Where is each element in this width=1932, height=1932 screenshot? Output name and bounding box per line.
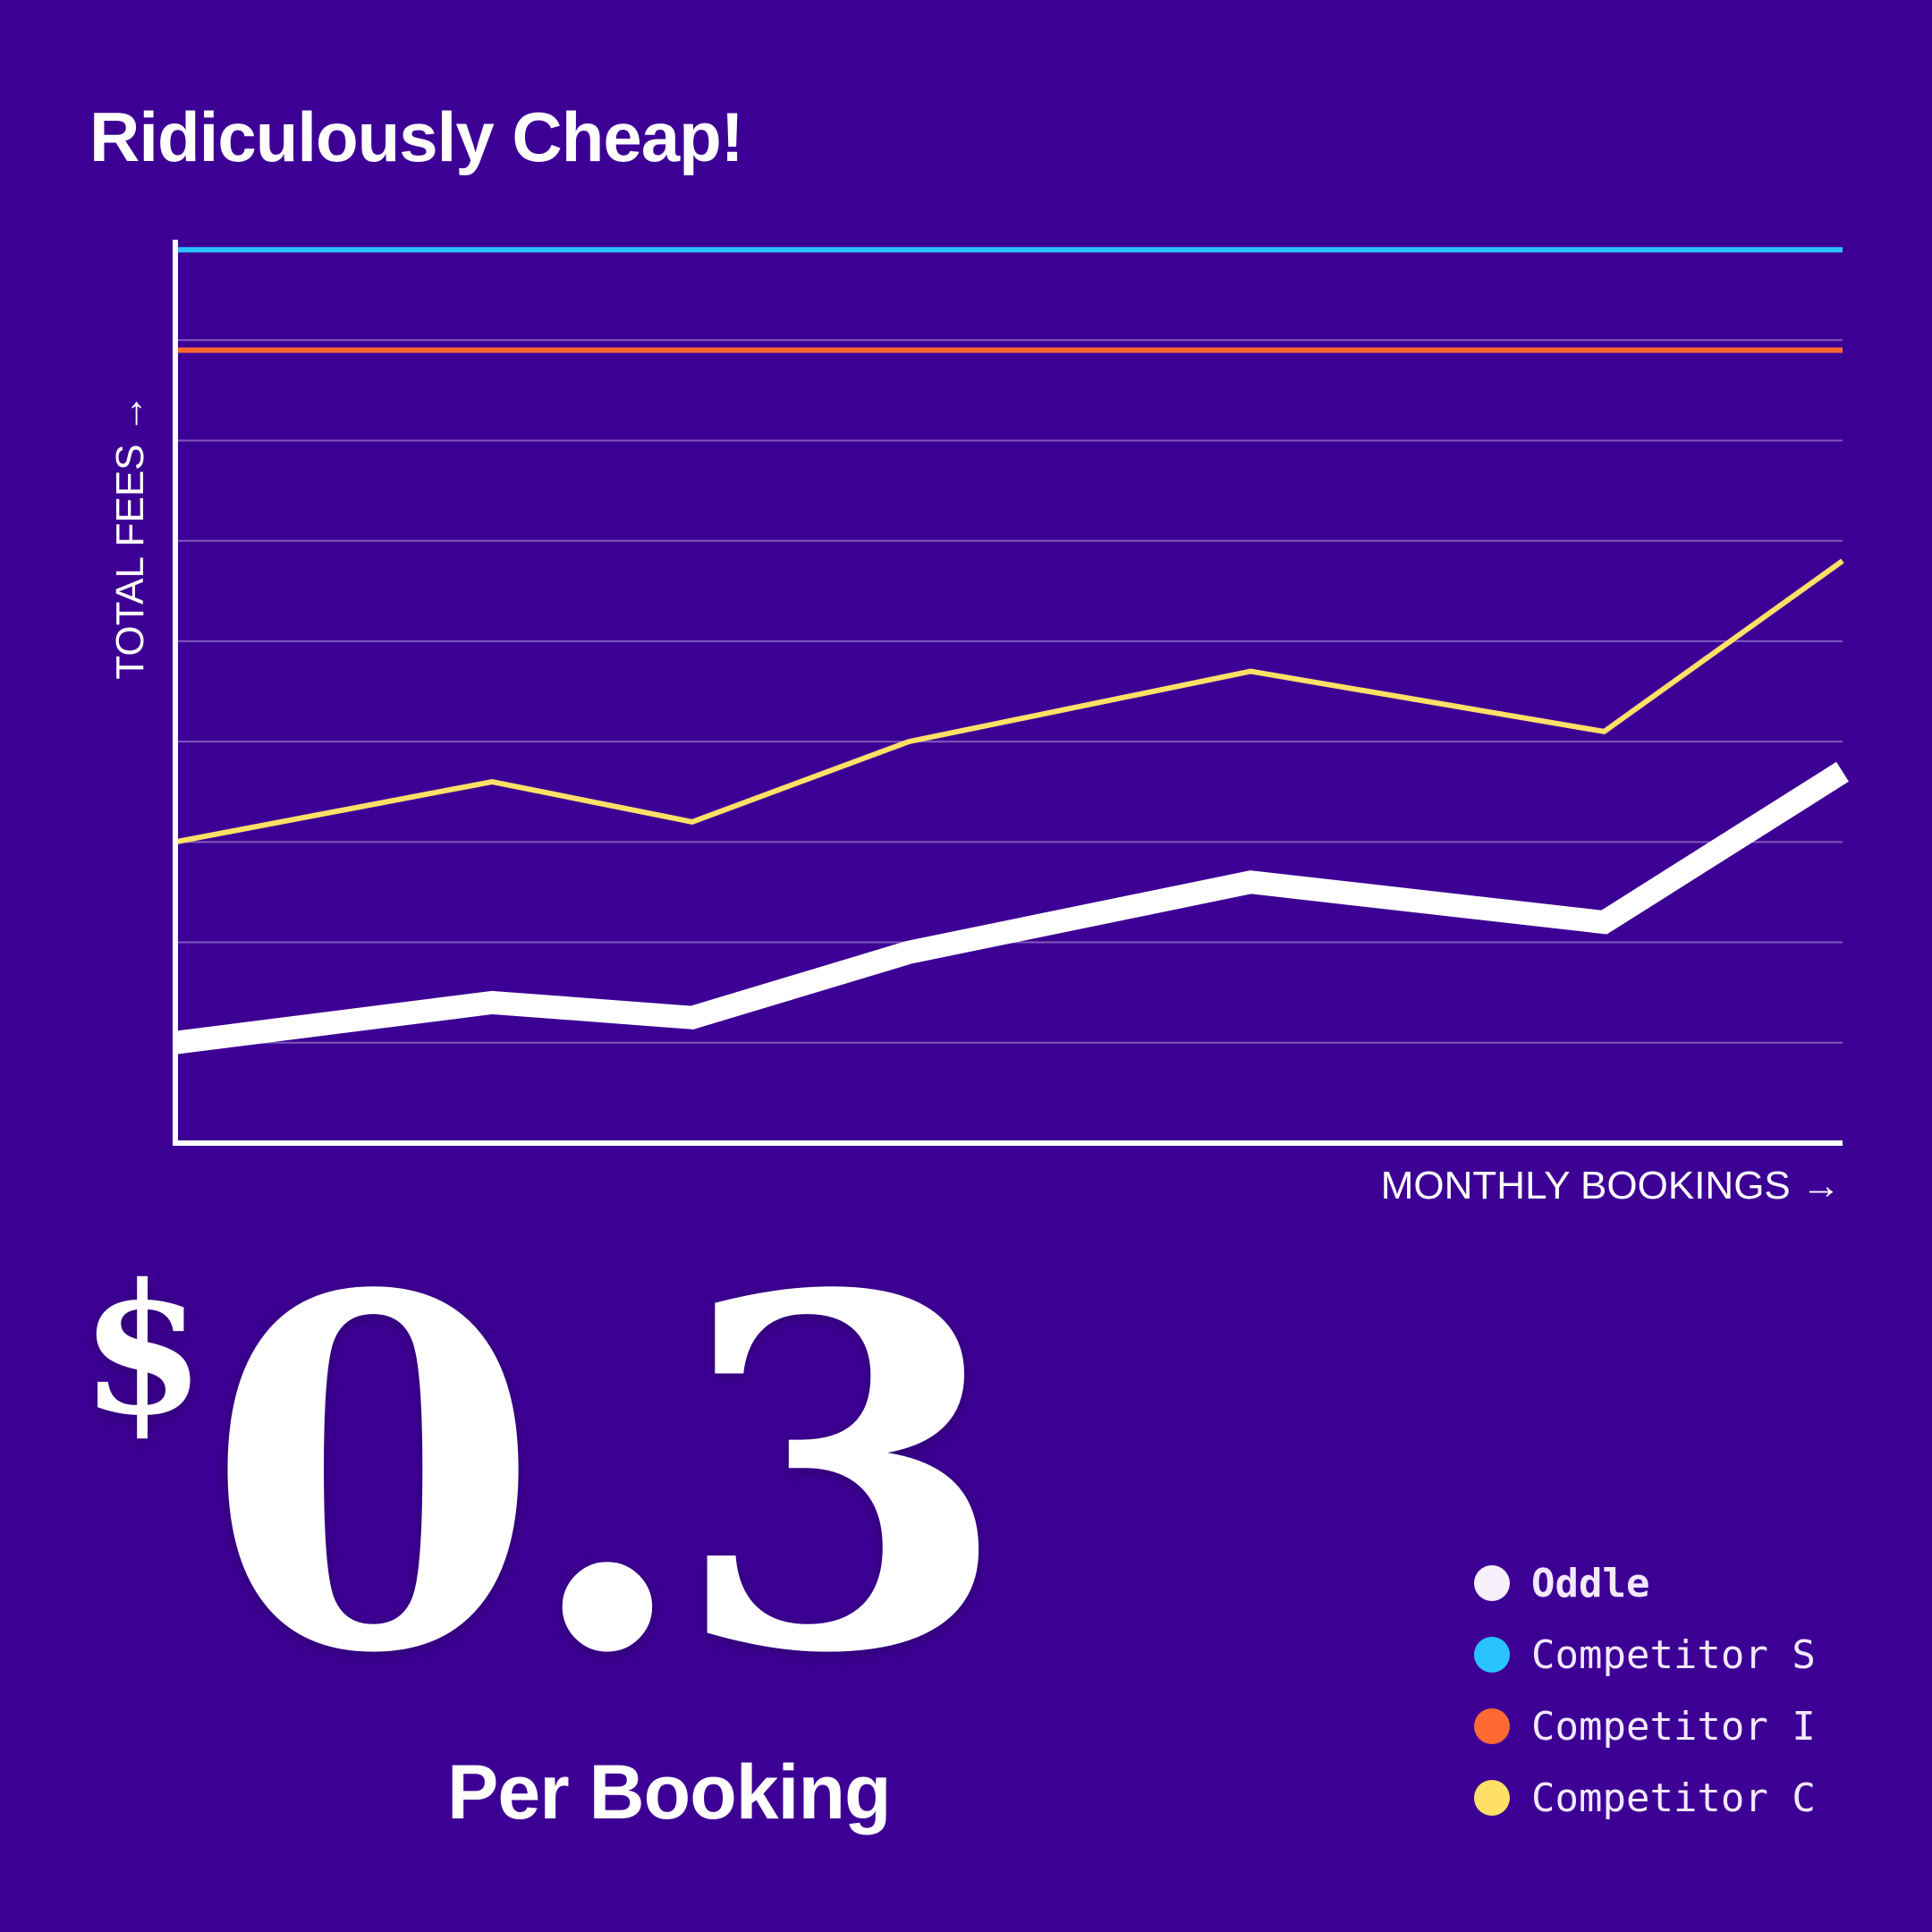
- price-caption: Per Booking: [447, 1750, 892, 1835]
- legend-swatch: [1474, 1565, 1510, 1601]
- legend-label: Competitor S: [1531, 1631, 1816, 1678]
- legend-swatch: [1474, 1708, 1510, 1744]
- legend-item: Competitor I: [1474, 1690, 1816, 1762]
- legend-item: Competitor C: [1474, 1762, 1816, 1834]
- legend-label: Oddle: [1531, 1560, 1650, 1606]
- legend-item: Competitor S: [1474, 1619, 1816, 1690]
- series-lines: [174, 247, 1849, 1055]
- y-axis-label: TOTAL FEES →: [108, 394, 152, 679]
- legend-swatch: [1474, 1780, 1510, 1816]
- legend-label: Competitor I: [1531, 1703, 1816, 1750]
- legend-item: Oddle: [1474, 1547, 1816, 1619]
- chart-legend: Oddle Competitor S Competitor I Competitor …: [1474, 1547, 1816, 1834]
- price-hero: $ 0.3: [80, 1192, 1010, 1759]
- price-currency: $: [80, 1245, 206, 1455]
- legend-label: Competitor C: [1531, 1775, 1816, 1821]
- series-line-competitor-c: [174, 558, 1844, 845]
- x-axis-label: MONTHLY BOOKINGS →: [1381, 1164, 1841, 1208]
- chart-title: Ridiculously Cheap!: [89, 97, 744, 176]
- series-line-oddle: [174, 761, 1849, 1055]
- price-value: 0.3: [205, 1192, 1009, 1759]
- legend-swatch: [1474, 1637, 1510, 1673]
